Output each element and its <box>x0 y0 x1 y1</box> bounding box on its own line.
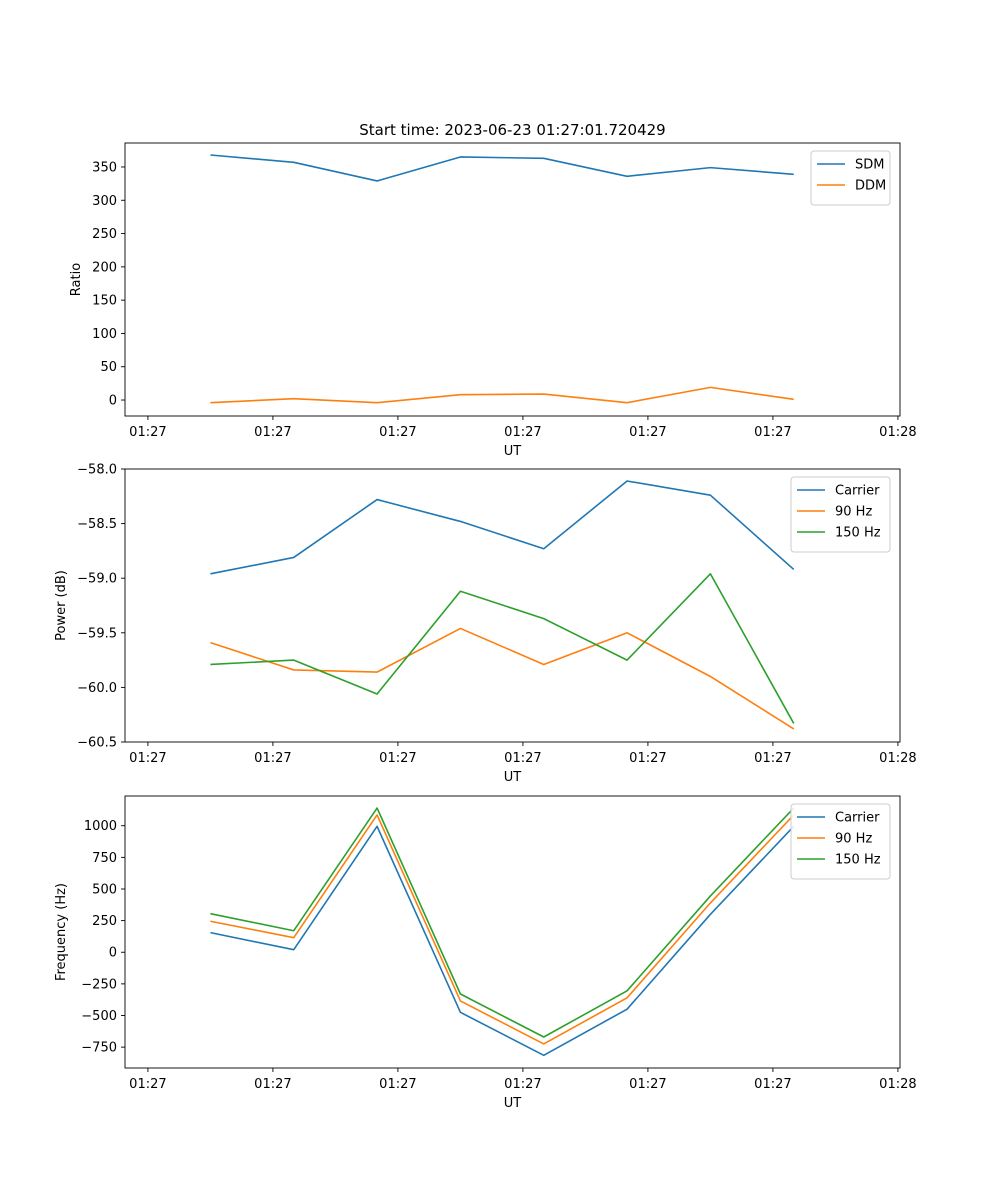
series-line-90-hz <box>210 627 795 730</box>
x-axis-label: UT <box>504 770 522 785</box>
x-tick-label: 01:27 <box>379 425 416 440</box>
x-tick-label: 01:27 <box>754 751 791 766</box>
series-line-150-hz <box>210 807 795 1038</box>
legend: SDM DDM <box>810 150 891 206</box>
series-line-carrier <box>210 480 795 575</box>
y-tick-label: 250 <box>92 227 117 242</box>
x-tick-label: 01:27 <box>504 1077 541 1092</box>
x-tick-label: 01:27 <box>129 751 166 766</box>
series-group <box>210 807 795 1057</box>
y-tick-label: 750 <box>92 851 117 866</box>
series-group <box>210 480 795 730</box>
y-tick-label: 1000 <box>84 819 117 834</box>
y-tick-label: 250 <box>92 914 117 929</box>
legend-label: 150 Hz <box>835 526 881 541</box>
series-line-carrier <box>210 825 795 1057</box>
y-tick-label: 200 <box>92 260 117 275</box>
axes-frame <box>124 795 901 1069</box>
y-tick-label: −500 <box>81 1009 117 1024</box>
x-axis-label: UT <box>504 444 522 459</box>
axes-frame <box>124 468 901 743</box>
x-tick-label: 01:27 <box>629 1077 666 1092</box>
x-tick-label: 01:27 <box>379 751 416 766</box>
axes-frame <box>124 142 901 417</box>
y-tick-label: 300 <box>92 194 117 209</box>
x-axis-label: UT <box>504 1096 522 1111</box>
legend-label: DDM <box>855 179 886 194</box>
y-axis-label: Frequency (Hz) <box>54 883 69 981</box>
y-tick-label: −750 <box>81 1041 117 1056</box>
y-tick-label: 50 <box>100 360 117 375</box>
legend-label: Carrier <box>835 484 880 499</box>
x-tick-label: 01:27 <box>129 425 166 440</box>
series-line-sdm <box>210 154 794 182</box>
x-tick-label: 01:27 <box>254 425 291 440</box>
x-tick-label: 01:27 <box>504 425 541 440</box>
chart-panel-2: 01:27 01:27 01:27 01:27 01:27 01:27 01:28 −60.5… <box>54 463 917 786</box>
x-tick-label: 01:27 <box>379 1077 416 1092</box>
x-tick-label: 01:27 <box>129 1077 166 1092</box>
series-line-ddm <box>210 386 794 404</box>
x-tick-label: 01:27 <box>754 425 791 440</box>
y-tick-label: 0 <box>109 394 117 409</box>
x-tick-label: 01:28 <box>879 751 916 766</box>
y-tick-label: 100 <box>92 327 117 342</box>
legend-box <box>790 476 891 553</box>
legend-label: 90 Hz <box>835 832 872 847</box>
y-tick-label: −59.0 <box>77 572 117 587</box>
series-line-90-hz <box>210 814 795 1045</box>
y-axis-label: Ratio <box>69 263 84 296</box>
y-tick-label: −60.5 <box>77 736 117 751</box>
y-tick-label: −58.5 <box>77 517 117 532</box>
chart-panel-1: Start time: 2023-06-23 01:27:01.72042901… <box>69 121 917 459</box>
y-tick-label: −58.0 <box>77 463 117 478</box>
series-group <box>210 154 794 404</box>
legend: Carrier 90 Hz 150 Hz <box>790 803 891 880</box>
y-tick-label: −60.0 <box>77 681 117 696</box>
x-tick-label: 01:27 <box>504 751 541 766</box>
x-tick-label: 01:27 <box>254 1077 291 1092</box>
legend-label: 90 Hz <box>835 505 872 520</box>
legend-box <box>790 803 891 880</box>
x-tick-label: 01:28 <box>879 425 916 440</box>
chart-panel-3: 01:27 01:27 01:27 01:27 01:27 01:27 01:28 −750 −… <box>54 795 917 1111</box>
legend-label: SDM <box>855 158 884 173</box>
x-tick-label: 01:27 <box>754 1077 791 1092</box>
legend: Carrier 90 Hz 150 Hz <box>790 476 891 553</box>
y-tick-label: 150 <box>92 294 117 309</box>
legend-label: 150 Hz <box>835 853 881 868</box>
y-axis-label: Power (dB) <box>54 570 69 641</box>
x-tick-label: 01:27 <box>629 751 666 766</box>
x-tick-label: 01:28 <box>879 1077 916 1092</box>
y-tick-label: 350 <box>92 160 117 175</box>
chart-title: Start time: 2023-06-23 01:27:01.720429 <box>359 121 665 139</box>
series-line-150-hz <box>210 573 795 724</box>
x-tick-label: 01:27 <box>629 425 666 440</box>
y-tick-label: −250 <box>81 977 117 992</box>
x-tick-label: 01:27 <box>254 751 291 766</box>
y-tick-label: 500 <box>92 882 117 897</box>
legend-label: Carrier <box>835 811 880 826</box>
y-tick-label: 0 <box>109 946 117 961</box>
y-tick-label: −59.5 <box>77 626 117 641</box>
